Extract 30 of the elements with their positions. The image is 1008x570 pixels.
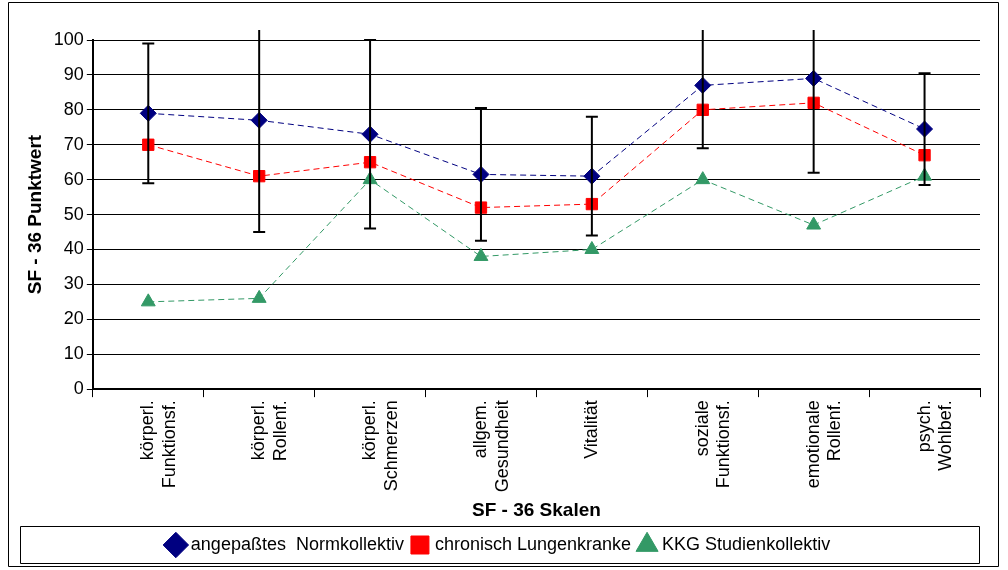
- x-tick-label: körperl. Funktionsf.: [137, 400, 179, 489]
- point: [584, 240, 600, 254]
- y-tick-label: 100: [53, 28, 84, 49]
- y-tick-label: 40: [63, 238, 84, 259]
- point: [806, 216, 822, 230]
- legend-label: KKG Studienkollektiv: [662, 533, 831, 554]
- x-tick-label: soziale Funktionsf.: [691, 400, 734, 489]
- y-tick-label: 80: [63, 98, 84, 119]
- point: [251, 289, 267, 303]
- y-axis-title: SF - 36 Punktwert: [23, 134, 45, 295]
- point: [695, 171, 711, 185]
- x-tick-label: emotionale Rollenf.: [802, 400, 845, 489]
- x-tick-label: körperl. Schmerzen: [359, 400, 401, 492]
- y-tick-label: 90: [63, 63, 84, 84]
- x-tick-label: körperl. Rollenf.: [248, 400, 290, 462]
- x-tick-label: allgem. Gesundheit: [469, 400, 512, 493]
- y-tick-label: 10: [63, 343, 84, 364]
- y-tick-label: 60: [63, 168, 84, 189]
- point: [140, 293, 156, 307]
- legend-label: chronisch Lungenkranke: [434, 533, 632, 554]
- legend-label: angepaßtes Normkollektiv: [190, 533, 404, 554]
- y-tick-label: 20: [63, 308, 84, 329]
- y-tick-label: 30: [63, 273, 84, 294]
- x-tick-label: Vitalität: [580, 400, 601, 459]
- y-tick-label: 50: [63, 203, 84, 224]
- point: [473, 247, 489, 261]
- y-tick-label: 70: [63, 133, 84, 154]
- x-axis-title: SF - 36 Skalen: [471, 498, 601, 520]
- x-tick-label: psych. Wohlbef.: [913, 400, 956, 471]
- y-tick-label: 0: [73, 378, 84, 399]
